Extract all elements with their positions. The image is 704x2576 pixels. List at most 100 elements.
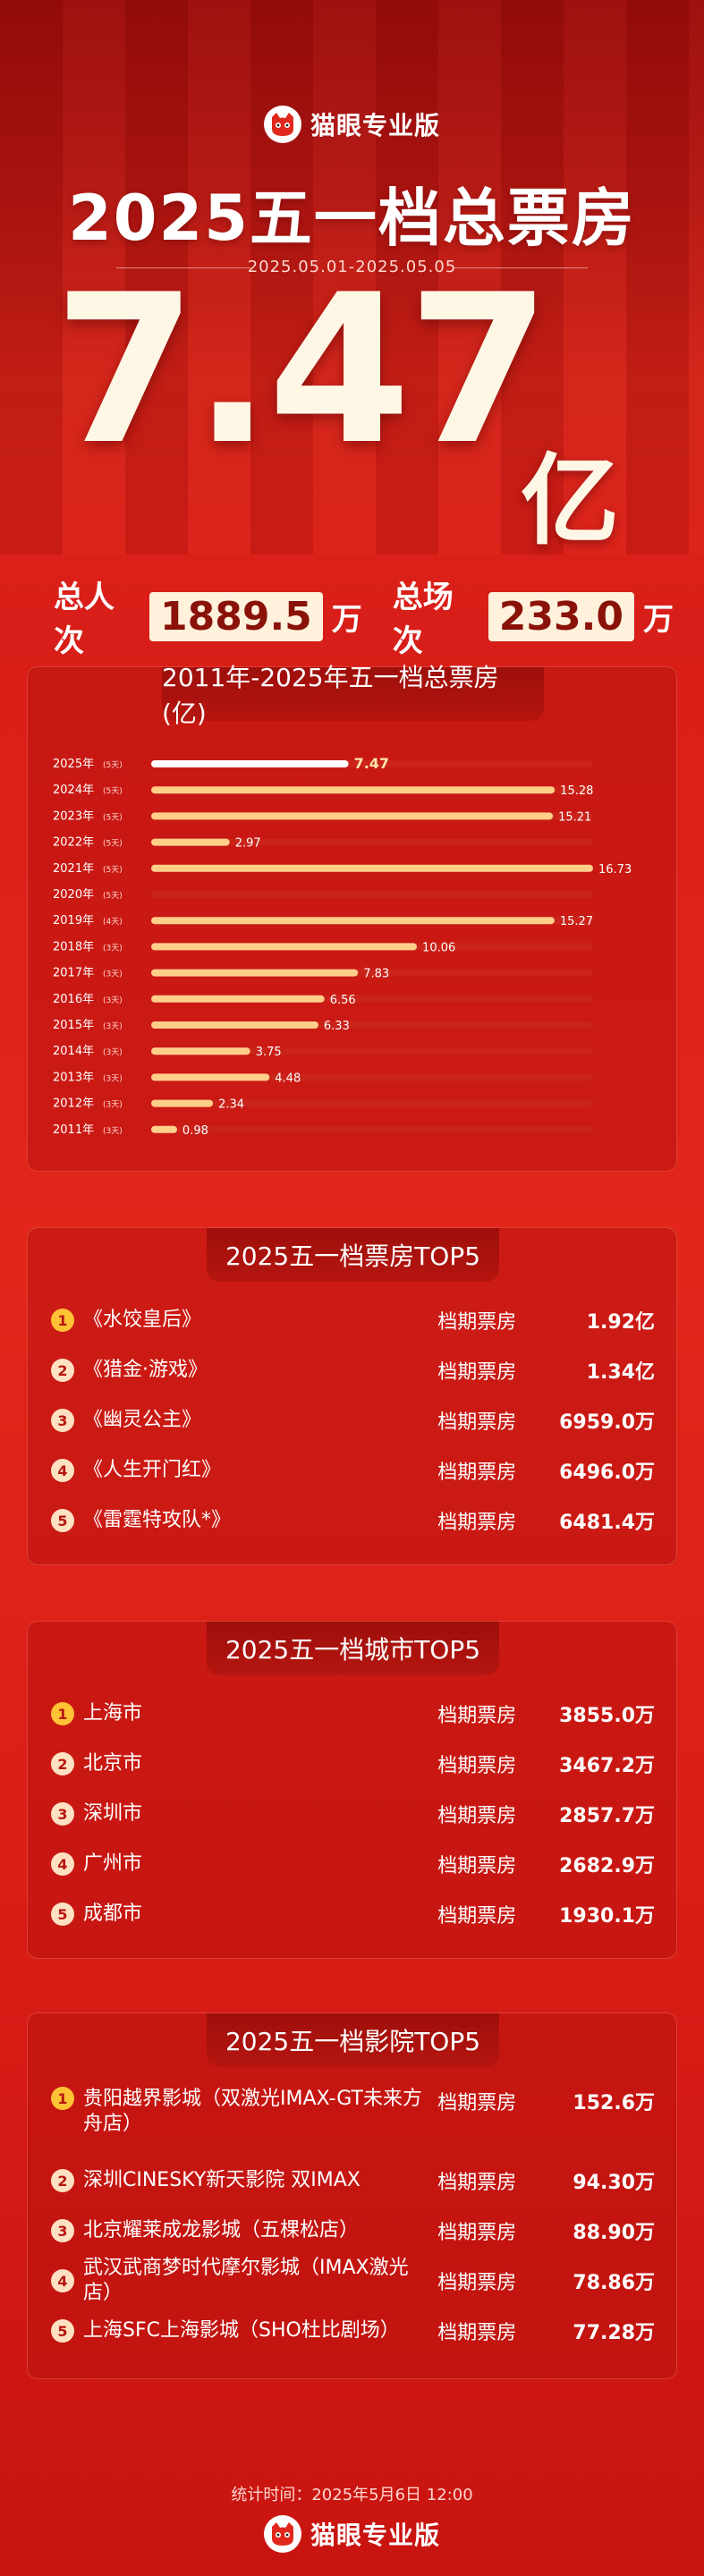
box-office-value: 152.6万 [573, 2092, 656, 2114]
days-tick-label: (3天) [103, 1101, 123, 1110]
movies-top5-card: 2025五一档票房TOP5 1 《水饺皇后》 档期票房 1.92亿 2 《猎金·游戏》 档期… [27, 1227, 677, 1565]
bar-value-label: 16.73 [598, 863, 632, 877]
shows-value: 233.0 [488, 591, 634, 641]
viewers-label: 总人次 [54, 580, 115, 659]
bar-value-label: 2.97 [235, 837, 261, 851]
movie-name: 《雷霆特攻队*》 [83, 1509, 232, 1531]
city-name: 广州市 [83, 1852, 143, 1875]
bar-2014年 [151, 1047, 250, 1055]
bar-2019年 [151, 917, 555, 925]
history-bar-chart: 2025年 (5天) 7.47 2024年 (5天) 15.28 2023年 (5天) 15.2… [53, 755, 632, 1138]
bar-2012年 [151, 1099, 214, 1107]
year-tick-label: 2013年 [53, 1071, 94, 1084]
rank-badge: 4 [51, 1852, 74, 1876]
bar-value-label: 10.06 [422, 941, 455, 954]
bar-2023年 [151, 812, 554, 820]
box-office-label: 档期票房 [437, 1705, 517, 1727]
city-row: 5 成都市 档期票房 1930.1万 [51, 1895, 655, 1933]
rank-badge: 3 [51, 1409, 74, 1432]
bar-2021年 [151, 864, 593, 872]
cities-top5-title: 2025五一档城市TOP5 [207, 1622, 499, 1675]
rank-badge: 2 [51, 2169, 74, 2192]
rank-badge: 1 [51, 2087, 74, 2110]
bar-value-label: 7.47 [354, 755, 389, 772]
history-chart-title: 2011年-2025年五一档总票房 (亿) [162, 663, 544, 728]
movie-name: 《人生开门红》 [83, 1459, 222, 1481]
date-range: 2025.05.01-2025.05.05 [247, 258, 457, 276]
days-tick-label: (5天) [103, 787, 123, 796]
box-office-label: 档期票房 [437, 2172, 517, 2194]
viewers-unit: 万 [331, 601, 362, 638]
box-office-label: 档期票房 [437, 1512, 517, 1534]
box-office-value: 77.28万 [573, 2322, 656, 2344]
days-tick-label: (5天) [103, 840, 123, 849]
rank-badge: 2 [51, 1359, 74, 1382]
box-office-value: 78.86万 [573, 2272, 656, 2294]
footer-brand-name: 猫眼专业版 [310, 2521, 440, 2550]
movie-row: 2 《猎金·游戏》 档期票房 1.34亿 [51, 1352, 655, 1389]
box-office-value: 94.30万 [573, 2172, 656, 2194]
box-office-value: 6481.4万 [559, 1512, 656, 1534]
year-tick-label: 2016年 [53, 993, 94, 1006]
city-row: 1 上海市 档期票房 3855.0万 [51, 1695, 655, 1733]
viewers-value: 1889.5 [149, 591, 323, 641]
days-tick-label: (3天) [103, 944, 123, 953]
box-office-value: 2857.7万 [559, 1805, 656, 1827]
bar-2018年 [151, 943, 418, 951]
movies-top5-title: 2025五一档票房TOP5 [207, 1228, 499, 1282]
date-divider-right [454, 267, 588, 268]
cinemas-top5-card: 2025五一档影院TOP5 1 贵阳越界影城（双激光IMAX-GT未来方舟店） 档期… [27, 2012, 677, 2379]
bar-2016年 [151, 995, 325, 1003]
cinema-row: 3 北京耀莱成龙影城（五棵松店） 档期票房 88.90万 [51, 2212, 655, 2250]
days-tick-label: (5天) [103, 892, 123, 901]
total-box-office-unit: 亿 [521, 444, 619, 558]
box-office-value: 88.90万 [573, 2222, 656, 2244]
bar-track [151, 891, 593, 898]
box-office-label: 档期票房 [437, 2092, 517, 2114]
bar-value-label: 3.75 [256, 1046, 282, 1059]
year-tick-label: 2023年 [53, 809, 94, 823]
total-box-office-value: 7.47 [54, 251, 550, 490]
box-office-value: 1.34亿 [586, 1361, 656, 1384]
bar-value-label: 15.27 [560, 915, 593, 928]
history-chart-card: 2011年-2025年五一档总票房 (亿) 2025年 (5天) 7.47 2024年… [27, 663, 677, 1172]
city-row: 2 北京市 档期票房 3467.2万 [51, 1745, 655, 1783]
box-office-value: 2682.9万 [559, 1855, 656, 1877]
movie-row: 1 《水饺皇后》 档期票房 1.92亿 [51, 1301, 655, 1339]
year-tick-label: 2019年 [53, 914, 94, 928]
year-tick-label: 2025年 [53, 758, 94, 771]
bar-2025年 [151, 760, 349, 767]
rank-badge: 4 [51, 2269, 74, 2292]
days-tick-label: (3天) [103, 970, 123, 979]
city-name: 北京市 [83, 1752, 143, 1775]
shows-unit: 万 [642, 601, 674, 638]
city-row: 4 广州市 档期票房 2682.9万 [51, 1845, 655, 1883]
box-office-value: 1930.1万 [559, 1905, 656, 1928]
bar-2017年 [151, 969, 359, 977]
cinema-row: 1 贵阳越界影城（双激光IMAX-GT未来方舟店） 档期票房 152.6万 [51, 2087, 655, 2151]
bar-track [151, 838, 593, 846]
bar-track [151, 1047, 593, 1055]
movie-name: 《幽灵公主》 [83, 1409, 202, 1431]
city-row: 3 深圳市 档期票房 2857.7万 [51, 1795, 655, 1833]
movie-row: 5 《雷霆特攻队*》 档期票房 6481.4万 [51, 1502, 655, 1539]
rank-badge: 5 [51, 1902, 74, 1926]
box-office-label: 档期票房 [437, 1755, 517, 1777]
year-tick-label: 2011年 [53, 1123, 94, 1137]
year-tick-label: 2022年 [53, 836, 94, 850]
rank-badge: 1 [51, 1309, 74, 1332]
bar-value-label: 7.83 [363, 968, 389, 981]
rank-badge: 4 [51, 1459, 74, 1482]
year-tick-label: 2024年 [53, 784, 94, 797]
year-tick-label: 2021年 [53, 862, 94, 876]
bar-2024年 [151, 786, 556, 794]
cinema-name: 武汉武商梦时代摩尔影城（IMAX激光店） [83, 2257, 409, 2304]
days-tick-label: (3天) [103, 1022, 123, 1031]
rank-badge: 3 [51, 1802, 74, 1826]
rank-badge: 2 [51, 1752, 74, 1775]
date-divider-left [116, 267, 250, 268]
bar-value-label: 0.98 [182, 1124, 208, 1138]
cinema-name: 贵阳越界影城（双激光IMAX-GT未来方舟店） [83, 2088, 422, 2135]
city-name: 成都市 [83, 1902, 143, 1925]
cities-top5-card: 2025五一档城市TOP5 1 上海市 档期票房 3855.0万 2 北京市 档期票房 346… [27, 1621, 677, 1959]
